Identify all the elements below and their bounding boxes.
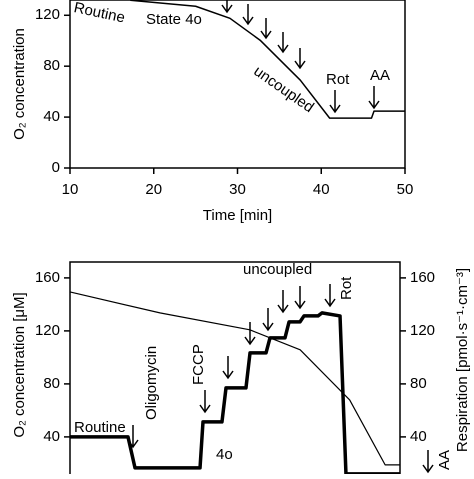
- y-tick-label: 40: [43, 428, 60, 445]
- arrow: [422, 450, 434, 474]
- y-tick-label: 80: [43, 57, 60, 74]
- annotation: uncoupled: [243, 261, 312, 278]
- arrow: [329, 90, 341, 114]
- y-tick-label: 120: [35, 6, 60, 23]
- arrow: [277, 32, 289, 54]
- annotation: Rot: [326, 71, 350, 88]
- y2-tick-label: 160: [410, 269, 435, 286]
- arrow: [221, 0, 233, 14]
- arrow: [324, 284, 336, 308]
- annotation: State 4o: [146, 11, 202, 28]
- annotation: Rot: [338, 276, 355, 300]
- data-line: [69, 291, 400, 466]
- y-tick-label: 40: [43, 108, 60, 125]
- x-tick-label: 40: [313, 181, 330, 198]
- y-tick-label: 80: [43, 375, 60, 392]
- x-tick-label: 30: [229, 181, 246, 198]
- arrows-top: [221, 0, 380, 114]
- arrow: [199, 390, 211, 414]
- arrow: [294, 48, 306, 70]
- arrow: [262, 308, 274, 332]
- y-axis-label: O₂ concentration: [11, 28, 28, 140]
- arrow: [222, 356, 234, 380]
- y2-tick-label: 40: [410, 428, 427, 445]
- y-axis-label: O₂ concentration [μM]: [11, 292, 28, 437]
- x-tick-label: 10: [62, 181, 79, 198]
- y-tick-label: 120: [35, 322, 60, 339]
- x-tick-label: 50: [397, 181, 414, 198]
- arrow: [368, 86, 380, 110]
- annotation: FCCP: [190, 344, 207, 385]
- annotation: AA: [436, 450, 453, 470]
- arrow: [244, 322, 256, 346]
- plot-frame: [69, 261, 401, 479]
- annotation: 4o: [216, 446, 233, 463]
- y2-tick-label: 120: [410, 322, 435, 339]
- arrow: [242, 4, 254, 26]
- y2-tick-label: 80: [410, 375, 427, 392]
- arrows-bottom: [127, 284, 434, 474]
- y-tick-label: 160: [35, 269, 60, 286]
- x-axis-label: Time [min]: [203, 207, 272, 224]
- arrow: [260, 18, 272, 40]
- annotation: Routine: [72, 0, 126, 27]
- annotation: AA: [370, 67, 390, 84]
- data-line: [130, 0, 405, 119]
- annotation: Routine: [74, 419, 126, 436]
- data-line: [70, 311, 400, 476]
- annotation: Oligomycin: [143, 346, 160, 420]
- x-tick-label: 20: [145, 181, 162, 198]
- arrow: [277, 290, 289, 314]
- y2-axis-label: Respiration [pmol·s⁻¹·cm⁻³]: [454, 268, 471, 452]
- y-tick-label: 0: [52, 159, 60, 176]
- arrow: [294, 286, 306, 310]
